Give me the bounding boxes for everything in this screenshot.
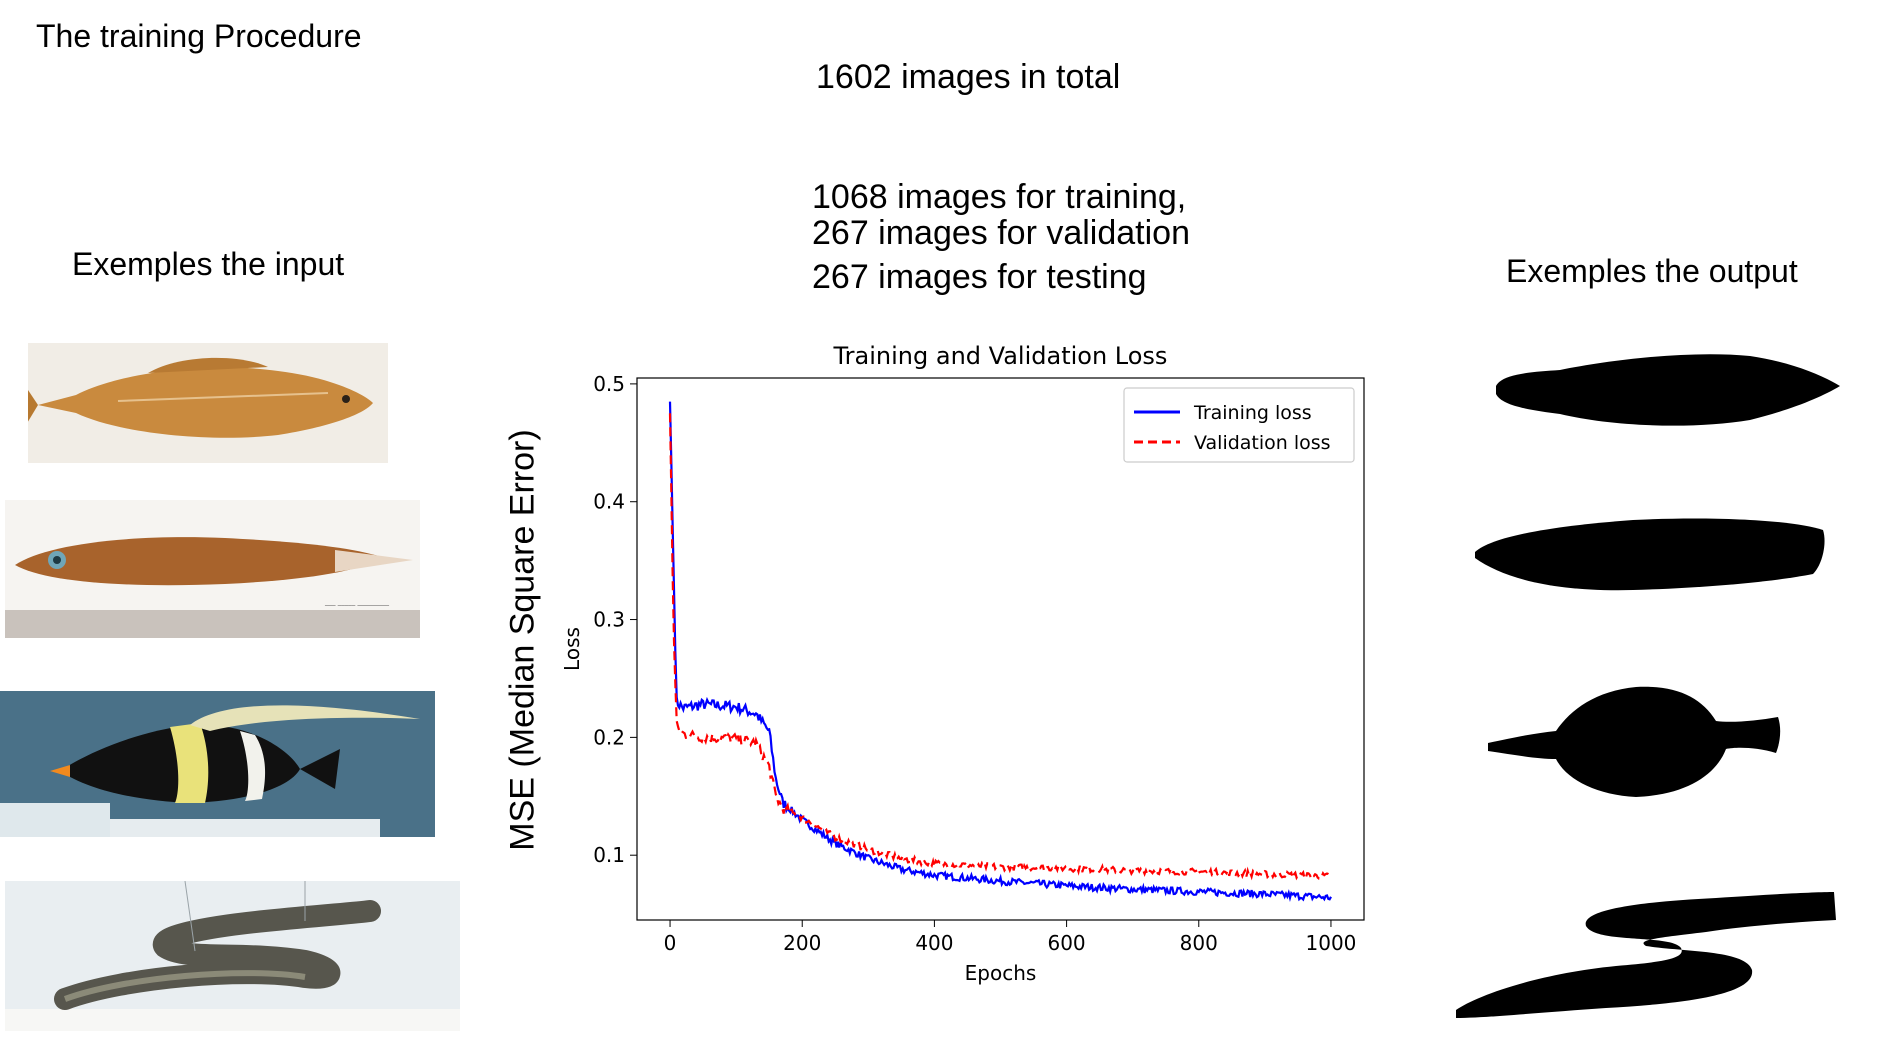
y-tick-label: 0.2 [593, 725, 625, 749]
total-images-text: 1602 images in total [816, 58, 1121, 96]
mse-axis-label: MSE (Median Square Error) [503, 429, 542, 851]
input-heading: Exemples the input [72, 246, 345, 282]
axis-ticks: 0 200 400 600 800 1000 0.1 0.2 0.3 0.4 0.5 [593, 372, 1356, 955]
x-tick-label: 400 [915, 931, 953, 955]
y-tick-label: 0.1 [593, 843, 625, 867]
x-tick-label: 200 [783, 931, 821, 955]
validation-split-text: 267 images for validation [812, 214, 1191, 252]
y-tick-label: 0.5 [593, 372, 625, 396]
training-loss-line [668, 401, 1332, 903]
output-heading: Exemples the output [1506, 253, 1798, 289]
output-mask-grouper [1490, 350, 1845, 430]
chart-title: Training and Validation Loss [833, 342, 1168, 370]
output-mask-eel [1456, 892, 1836, 1018]
x-tick-label: 600 [1047, 931, 1085, 955]
x-tick-label: 800 [1180, 931, 1218, 955]
x-axis-label: Epochs [965, 961, 1037, 985]
plot-frame [636, 377, 1365, 921]
input-example-moorish-idol [0, 691, 435, 837]
x-tick-label: 1000 [1306, 931, 1357, 955]
series-layer [668, 401, 1332, 903]
slide-title: The training Procedure [36, 18, 362, 54]
testing-split-text: 267 images for testing [812, 258, 1147, 296]
legend-box [1123, 387, 1355, 463]
validation-loss-line [668, 413, 1332, 882]
x-tick-label: 0 [664, 931, 677, 955]
training-split-text: 1068 images for training, [812, 178, 1187, 216]
loss-chart: Training and Validation Loss 0 200 400 600 8… [560, 342, 1365, 985]
legend-label-validation: Validation loss [1194, 432, 1331, 454]
y-tick-label: 0.4 [593, 490, 625, 514]
input-example-wrasse: ___ _____ _________ [5, 500, 420, 638]
output-mask-wrasse [1473, 512, 1829, 594]
input-example-eel [5, 881, 460, 1031]
output-mask-moorish-idol [1486, 683, 1782, 799]
legend: Training loss Validation loss [1123, 387, 1355, 463]
y-tick-label: 0.3 [593, 608, 625, 632]
y-axis-label: Loss [560, 627, 584, 671]
input-example-grouper [28, 343, 388, 463]
svg-text:___ _____ _________: ___ _____ _________ [324, 598, 389, 606]
legend-label-training: Training loss [1193, 402, 1312, 424]
